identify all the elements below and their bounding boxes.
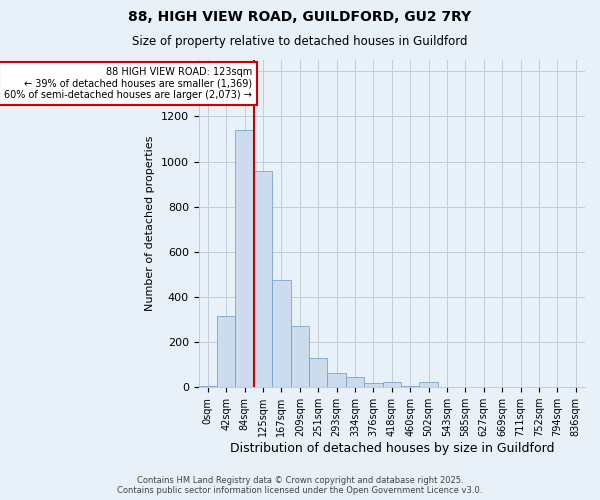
Bar	[419, 382, 438, 387]
Bar	[401, 386, 419, 387]
Bar	[328, 372, 346, 387]
Bar	[290, 326, 309, 387]
Bar	[254, 170, 272, 387]
Bar	[217, 316, 235, 387]
Bar	[272, 280, 290, 387]
Bar	[364, 382, 383, 387]
Bar	[235, 130, 254, 387]
Text: Contains HM Land Registry data © Crown copyright and database right 2025.
Contai: Contains HM Land Registry data © Crown c…	[118, 476, 482, 495]
Bar	[199, 386, 217, 387]
X-axis label: Distribution of detached houses by size in Guildford: Distribution of detached houses by size …	[230, 442, 554, 455]
Bar	[383, 382, 401, 387]
Bar	[346, 377, 364, 387]
Text: Size of property relative to detached houses in Guildford: Size of property relative to detached ho…	[132, 35, 468, 48]
Text: 88 HIGH VIEW ROAD: 123sqm
← 39% of detached houses are smaller (1,369)
60% of se: 88 HIGH VIEW ROAD: 123sqm ← 39% of detac…	[4, 67, 252, 100]
Text: 88, HIGH VIEW ROAD, GUILDFORD, GU2 7RY: 88, HIGH VIEW ROAD, GUILDFORD, GU2 7RY	[128, 10, 472, 24]
Y-axis label: Number of detached properties: Number of detached properties	[145, 136, 155, 312]
Bar	[309, 358, 328, 387]
